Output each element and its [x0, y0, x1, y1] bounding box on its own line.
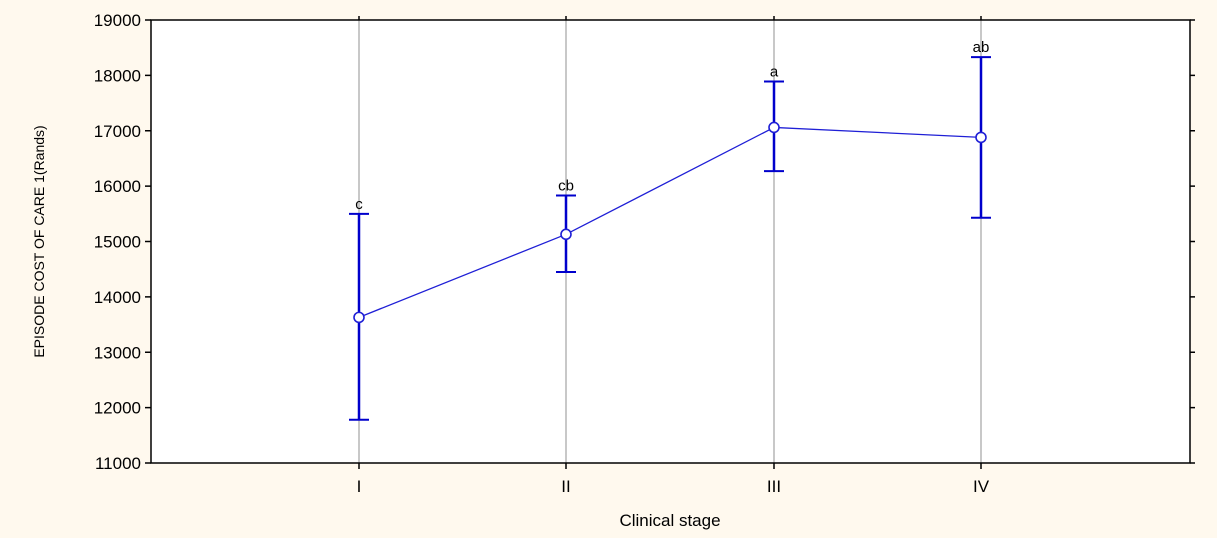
y-tick-label-14000: 14000	[94, 288, 141, 307]
x-tick-label-iv: IV	[973, 477, 990, 496]
series-layer: c cb a ab	[349, 39, 991, 421]
y-tick-label-17000: 17000	[94, 122, 141, 141]
data-point-iv	[975, 131, 987, 144]
x-tick-label-iii: III	[767, 477, 781, 496]
group-annotation-i: c	[355, 196, 363, 213]
data-point-ii	[560, 228, 572, 241]
y-tick-label-12000: 12000	[94, 399, 141, 418]
y-tick-label-15000: 15000	[94, 233, 141, 252]
group-annotation-iv: ab	[973, 39, 990, 56]
group-annotation-iii: a	[770, 63, 779, 80]
y-axis-label: EPISODE COST OF CARE 1(Rands)	[31, 125, 47, 357]
x-axis-label: Clinical stage	[619, 511, 720, 530]
y-tick-label-11000: 11000	[95, 454, 141, 473]
data-point-iii	[768, 121, 780, 134]
y-tick-label-16000: 16000	[94, 177, 141, 196]
y-tick-label-18000: 18000	[94, 66, 141, 85]
data-point-i	[353, 311, 365, 324]
group-annotation-ii: cb	[558, 178, 574, 195]
series-line	[358, 126, 982, 318]
x-tick-label-i: I	[357, 477, 362, 496]
y-tick-label-13000: 13000	[94, 343, 141, 362]
axes: 11000 12000 13000 14000 15000 16000 17000 18000…	[94, 11, 1195, 496]
y-tick-label-19000: 19000	[94, 11, 141, 30]
plot-area	[151, 20, 1190, 463]
x-tick-label-ii: II	[561, 477, 570, 496]
